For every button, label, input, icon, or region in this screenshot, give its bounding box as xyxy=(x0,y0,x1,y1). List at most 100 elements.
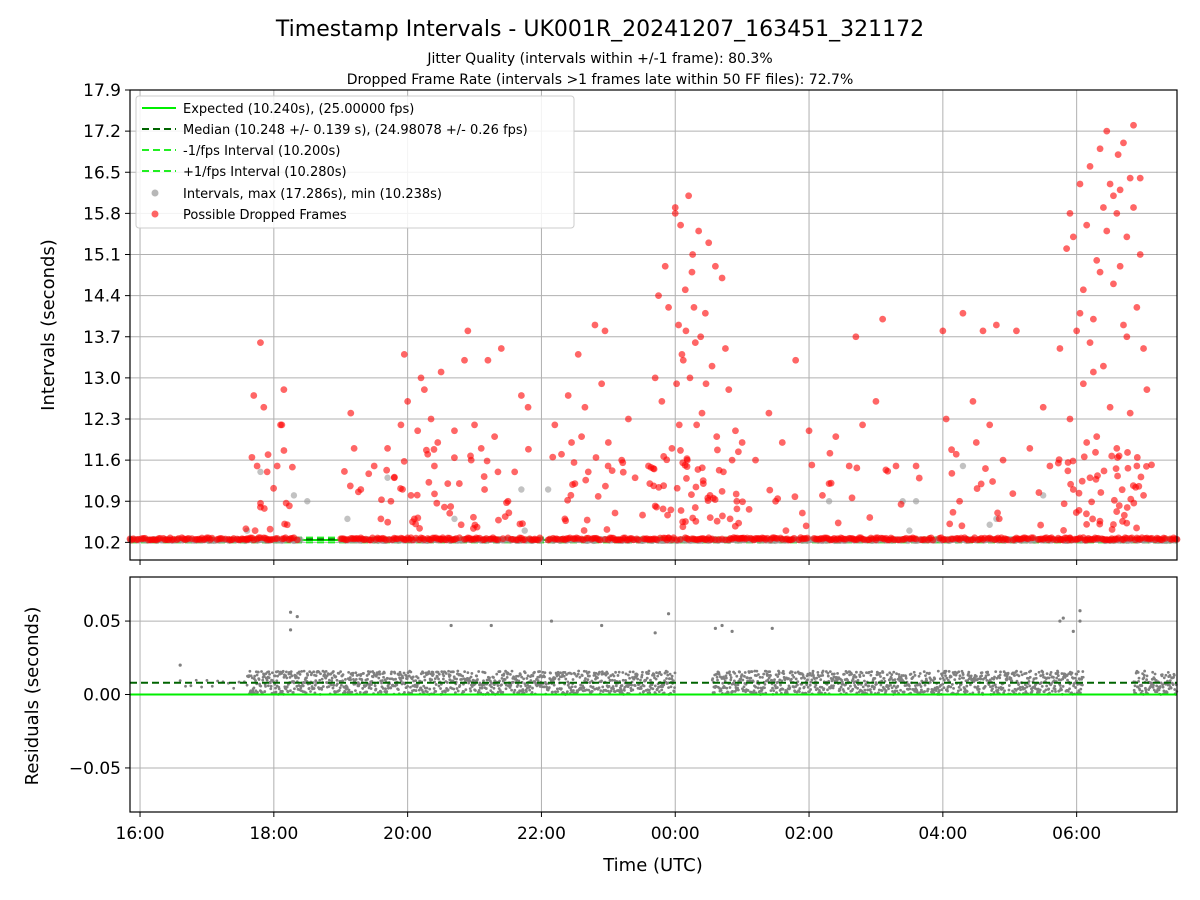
residual-point xyxy=(288,675,292,679)
dropped-frame-point xyxy=(270,484,278,492)
residual-point xyxy=(297,670,301,674)
residual-point xyxy=(907,684,911,688)
dropped-frame-point xyxy=(725,386,733,394)
residual-point xyxy=(516,683,520,687)
dropped-frame-point xyxy=(1039,403,1047,411)
residual-point xyxy=(1070,671,1074,675)
residual-point xyxy=(821,669,825,673)
residual-point xyxy=(926,687,930,691)
residual-point xyxy=(881,671,885,674)
residual-point xyxy=(832,684,835,688)
residual-point xyxy=(614,684,618,688)
dropped-frame-point xyxy=(1143,462,1150,470)
dropped-frame-point xyxy=(1133,303,1141,311)
dropped-frame-point xyxy=(495,516,502,524)
dropped-frame-point xyxy=(416,524,423,532)
residual-point xyxy=(557,677,561,681)
dropped-frame-point xyxy=(470,513,477,521)
residual-point xyxy=(877,691,880,695)
dropped-frame-point xyxy=(1112,465,1120,473)
residual-point xyxy=(262,675,266,678)
residual-point xyxy=(631,670,635,674)
residual-point xyxy=(488,676,491,680)
residual-point xyxy=(1144,688,1148,692)
residual-point xyxy=(976,685,980,688)
residual-point xyxy=(237,680,241,684)
dropped-frame-point xyxy=(499,535,507,543)
residual-point xyxy=(248,669,252,673)
residual-point xyxy=(816,670,820,674)
residual-point xyxy=(1133,684,1137,688)
residual-point xyxy=(1023,686,1027,690)
dropped-frame-point xyxy=(591,321,599,329)
residual-point xyxy=(432,687,436,690)
dropped-frame-point xyxy=(536,534,544,542)
residual-point xyxy=(783,678,787,682)
intervals-points xyxy=(126,121,1181,545)
residual-point xyxy=(944,674,947,678)
residual-point xyxy=(559,687,563,691)
residual-point xyxy=(853,673,856,677)
dropped-frame-point xyxy=(1096,268,1104,276)
dropped-frame-point xyxy=(685,192,693,200)
dropped-frame-point xyxy=(1086,339,1094,347)
dropped-frame-point xyxy=(660,482,668,490)
residual-point xyxy=(665,670,669,674)
residual-point xyxy=(580,674,584,678)
residual-point xyxy=(570,672,573,676)
dropped-frame-point xyxy=(872,397,880,405)
dropped-frame-point xyxy=(1110,192,1117,200)
residual-point xyxy=(276,670,280,673)
residual-point xyxy=(1045,684,1049,688)
residual-point xyxy=(673,671,677,675)
dropped-frame-point xyxy=(892,462,900,470)
residual-point xyxy=(792,675,796,679)
residual-point xyxy=(616,674,620,677)
residual-point xyxy=(273,674,277,678)
residual-point xyxy=(584,677,587,680)
residual-point xyxy=(451,670,455,674)
residual-point xyxy=(715,672,719,676)
residual-point xyxy=(553,676,557,680)
residual-point xyxy=(826,688,829,692)
residual-point xyxy=(994,685,998,689)
residual-point xyxy=(325,674,329,678)
residual-point xyxy=(261,678,265,682)
residual-point xyxy=(347,688,351,692)
residual-point xyxy=(758,675,762,679)
residual-outlier-point xyxy=(1061,616,1065,620)
residual-point xyxy=(624,679,628,682)
residuals-y-tick-label: 0.05 xyxy=(83,612,121,632)
dropped-frame-point xyxy=(969,397,977,405)
dropped-frame-point xyxy=(517,392,525,399)
dropped-frame-point xyxy=(377,515,385,523)
dropped-frame-point xyxy=(250,392,258,399)
x-axis-label: Time (UTC) xyxy=(602,855,703,876)
residual-point xyxy=(502,672,506,676)
dropped-frame-point xyxy=(1113,508,1121,515)
residual-point xyxy=(285,670,288,674)
residual-point xyxy=(621,678,625,682)
residual-point xyxy=(856,678,860,682)
residual-point xyxy=(992,677,996,681)
residual-point xyxy=(764,669,768,673)
dropped-frame-point xyxy=(1133,462,1141,470)
dropped-frame-point xyxy=(1072,509,1080,516)
residual-point xyxy=(743,674,746,678)
dropped-frame-point xyxy=(414,514,422,522)
residual-point xyxy=(556,690,560,693)
residual-point xyxy=(810,678,814,682)
residual-point xyxy=(627,673,630,677)
residual-point xyxy=(740,673,744,677)
dropped-frame-point xyxy=(578,433,585,441)
residual-point xyxy=(253,674,257,678)
residual-point xyxy=(1056,674,1060,677)
dropped-frame-point xyxy=(417,374,425,382)
dropped-frame-point xyxy=(1075,489,1083,497)
dropped-frame-point xyxy=(681,286,689,294)
residual-point xyxy=(452,687,456,691)
residual-point xyxy=(969,674,973,678)
residual-point xyxy=(329,683,333,687)
residual-point xyxy=(998,676,1002,680)
residual-point xyxy=(284,674,288,678)
